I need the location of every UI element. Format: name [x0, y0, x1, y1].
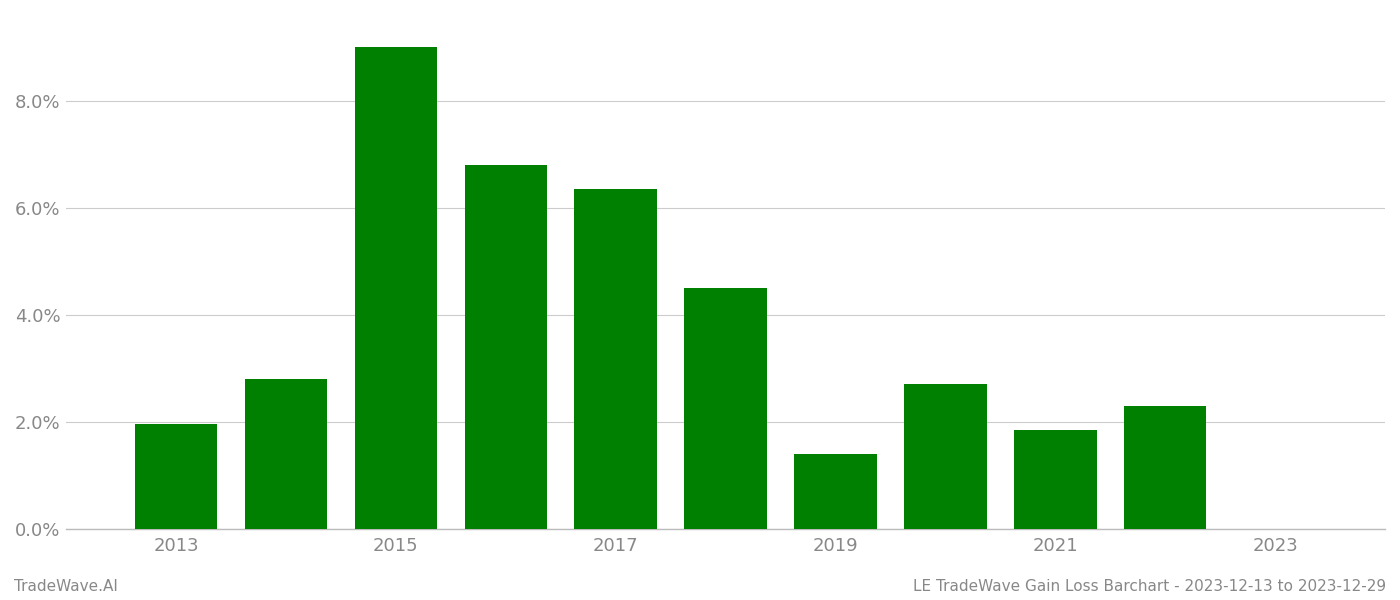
Bar	[354, 47, 437, 529]
Text: LE TradeWave Gain Loss Barchart - 2023-12-13 to 2023-12-29: LE TradeWave Gain Loss Barchart - 2023-1…	[913, 579, 1386, 594]
Bar	[465, 165, 547, 529]
Bar	[1014, 430, 1096, 529]
Bar	[904, 384, 987, 529]
Bar	[574, 189, 657, 529]
Bar	[134, 424, 217, 529]
Bar	[685, 288, 767, 529]
Text: TradeWave.AI: TradeWave.AI	[14, 579, 118, 594]
Bar	[245, 379, 328, 529]
Bar	[794, 454, 876, 529]
Bar	[1124, 406, 1207, 529]
